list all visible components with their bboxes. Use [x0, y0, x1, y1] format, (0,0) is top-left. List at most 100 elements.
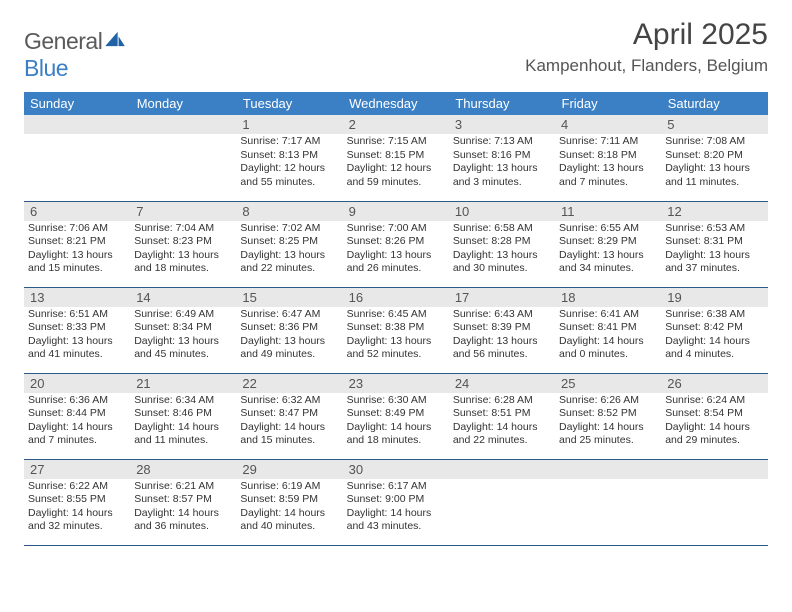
sunset-text: Sunset: 8:51 PM: [453, 407, 551, 421]
daylight-text: Daylight: 14 hours and 25 minutes.: [559, 421, 657, 448]
sunrise-text: Sunrise: 6:53 AM: [665, 222, 763, 236]
day-details: Sunrise: 6:47 AMSunset: 8:36 PMDaylight:…: [236, 307, 342, 364]
calendar-cell: 16Sunrise: 6:45 AMSunset: 8:38 PMDayligh…: [343, 287, 449, 373]
day-details: Sunrise: 7:02 AMSunset: 8:25 PMDaylight:…: [236, 221, 342, 278]
sunset-text: Sunset: 8:23 PM: [134, 235, 232, 249]
calendar-cell: [24, 115, 130, 201]
calendar-cell: 15Sunrise: 6:47 AMSunset: 8:36 PMDayligh…: [236, 287, 342, 373]
calendar-body: 1Sunrise: 7:17 AMSunset: 8:13 PMDaylight…: [24, 115, 768, 545]
day-details: Sunrise: 6:30 AMSunset: 8:49 PMDaylight:…: [343, 393, 449, 450]
calendar-cell: 24Sunrise: 6:28 AMSunset: 8:51 PMDayligh…: [449, 373, 555, 459]
calendar-cell: 11Sunrise: 6:55 AMSunset: 8:29 PMDayligh…: [555, 201, 661, 287]
day-number: 17: [449, 288, 555, 307]
sunset-text: Sunset: 8:52 PM: [559, 407, 657, 421]
daylight-text: Daylight: 13 hours and 37 minutes.: [665, 249, 763, 276]
calendar-cell: 30Sunrise: 6:17 AMSunset: 9:00 PMDayligh…: [343, 459, 449, 545]
sunrise-text: Sunrise: 6:34 AM: [134, 394, 232, 408]
day-details: Sunrise: 6:43 AMSunset: 8:39 PMDaylight:…: [449, 307, 555, 364]
day-details: Sunrise: 6:45 AMSunset: 8:38 PMDaylight:…: [343, 307, 449, 364]
sunrise-text: Sunrise: 6:17 AM: [347, 480, 445, 494]
weekday-header: Thursday: [449, 92, 555, 115]
calendar-week-row: 20Sunrise: 6:36 AMSunset: 8:44 PMDayligh…: [24, 373, 768, 459]
sunrise-text: Sunrise: 6:26 AM: [559, 394, 657, 408]
calendar-cell: 9Sunrise: 7:00 AMSunset: 8:26 PMDaylight…: [343, 201, 449, 287]
month-title: April 2025: [525, 18, 768, 52]
sunset-text: Sunset: 8:55 PM: [28, 493, 126, 507]
sail-icon: [104, 26, 126, 42]
day-number: 20: [24, 374, 130, 393]
calendar-cell: 22Sunrise: 6:32 AMSunset: 8:47 PMDayligh…: [236, 373, 342, 459]
day-number: 26: [661, 374, 767, 393]
sunset-text: Sunset: 8:49 PM: [347, 407, 445, 421]
sunrise-text: Sunrise: 7:04 AM: [134, 222, 232, 236]
calendar-cell: [555, 459, 661, 545]
sunrise-text: Sunrise: 7:08 AM: [665, 135, 763, 149]
day-number: 24: [449, 374, 555, 393]
day-details: Sunrise: 6:34 AMSunset: 8:46 PMDaylight:…: [130, 393, 236, 450]
day-details: Sunrise: 7:11 AMSunset: 8:18 PMDaylight:…: [555, 134, 661, 191]
day-number: 27: [24, 460, 130, 479]
sunset-text: Sunset: 8:21 PM: [28, 235, 126, 249]
day-details: Sunrise: 6:58 AMSunset: 8:28 PMDaylight:…: [449, 221, 555, 278]
day-number: [24, 115, 130, 134]
daylight-text: Daylight: 13 hours and 45 minutes.: [134, 335, 232, 362]
day-details: Sunrise: 6:24 AMSunset: 8:54 PMDaylight:…: [661, 393, 767, 450]
sunrise-text: Sunrise: 6:38 AM: [665, 308, 763, 322]
day-number: [130, 115, 236, 134]
calendar-cell: 14Sunrise: 6:49 AMSunset: 8:34 PMDayligh…: [130, 287, 236, 373]
calendar-cell: 23Sunrise: 6:30 AMSunset: 8:49 PMDayligh…: [343, 373, 449, 459]
day-details: Sunrise: 6:36 AMSunset: 8:44 PMDaylight:…: [24, 393, 130, 450]
day-number: 25: [555, 374, 661, 393]
day-number: 23: [343, 374, 449, 393]
weekday-header: Wednesday: [343, 92, 449, 115]
daylight-text: Daylight: 13 hours and 26 minutes.: [347, 249, 445, 276]
sunset-text: Sunset: 8:44 PM: [28, 407, 126, 421]
sunrise-text: Sunrise: 6:41 AM: [559, 308, 657, 322]
sunrise-text: Sunrise: 6:43 AM: [453, 308, 551, 322]
daylight-text: Daylight: 13 hours and 52 minutes.: [347, 335, 445, 362]
day-number: [555, 460, 661, 479]
calendar-cell: 17Sunrise: 6:43 AMSunset: 8:39 PMDayligh…: [449, 287, 555, 373]
logo: General Blue: [24, 18, 126, 82]
daylight-text: Daylight: 14 hours and 11 minutes.: [134, 421, 232, 448]
calendar-cell: 2Sunrise: 7:15 AMSunset: 8:15 PMDaylight…: [343, 115, 449, 201]
daylight-text: Daylight: 13 hours and 15 minutes.: [28, 249, 126, 276]
daylight-text: Daylight: 13 hours and 22 minutes.: [240, 249, 338, 276]
sunrise-text: Sunrise: 7:13 AM: [453, 135, 551, 149]
daylight-text: Daylight: 14 hours and 0 minutes.: [559, 335, 657, 362]
day-details: Sunrise: 6:21 AMSunset: 8:57 PMDaylight:…: [130, 479, 236, 536]
daylight-text: Daylight: 14 hours and 15 minutes.: [240, 421, 338, 448]
day-number: 7: [130, 202, 236, 221]
sunset-text: Sunset: 8:41 PM: [559, 321, 657, 335]
sunset-text: Sunset: 8:57 PM: [134, 493, 232, 507]
day-details: Sunrise: 7:17 AMSunset: 8:13 PMDaylight:…: [236, 134, 342, 191]
calendar-cell: 29Sunrise: 6:19 AMSunset: 8:59 PMDayligh…: [236, 459, 342, 545]
daylight-text: Daylight: 14 hours and 40 minutes.: [240, 507, 338, 534]
sunrise-text: Sunrise: 7:02 AM: [240, 222, 338, 236]
sunrise-text: Sunrise: 6:55 AM: [559, 222, 657, 236]
day-number: 14: [130, 288, 236, 307]
day-number: 6: [24, 202, 130, 221]
day-number: 8: [236, 202, 342, 221]
day-details: Sunrise: 6:38 AMSunset: 8:42 PMDaylight:…: [661, 307, 767, 364]
daylight-text: Daylight: 13 hours and 56 minutes.: [453, 335, 551, 362]
sunrise-text: Sunrise: 7:17 AM: [240, 135, 338, 149]
weekday-header: Friday: [555, 92, 661, 115]
day-number: 4: [555, 115, 661, 134]
day-details: Sunrise: 7:08 AMSunset: 8:20 PMDaylight:…: [661, 134, 767, 191]
logo-word2: Blue: [24, 55, 68, 81]
calendar-cell: 18Sunrise: 6:41 AMSunset: 8:41 PMDayligh…: [555, 287, 661, 373]
logo-word1: General: [24, 28, 102, 54]
sunset-text: Sunset: 8:38 PM: [347, 321, 445, 335]
header: General Blue April 2025 Kampenhout, Flan…: [24, 18, 768, 82]
sunset-text: Sunset: 8:33 PM: [28, 321, 126, 335]
weekday-header: Sunday: [24, 92, 130, 115]
day-details: Sunrise: 7:06 AMSunset: 8:21 PMDaylight:…: [24, 221, 130, 278]
sunrise-text: Sunrise: 7:06 AM: [28, 222, 126, 236]
sunrise-text: Sunrise: 6:45 AM: [347, 308, 445, 322]
daylight-text: Daylight: 13 hours and 7 minutes.: [559, 162, 657, 189]
calendar-cell: 3Sunrise: 7:13 AMSunset: 8:16 PMDaylight…: [449, 115, 555, 201]
daylight-text: Daylight: 14 hours and 36 minutes.: [134, 507, 232, 534]
sunset-text: Sunset: 8:54 PM: [665, 407, 763, 421]
daylight-text: Daylight: 14 hours and 32 minutes.: [28, 507, 126, 534]
